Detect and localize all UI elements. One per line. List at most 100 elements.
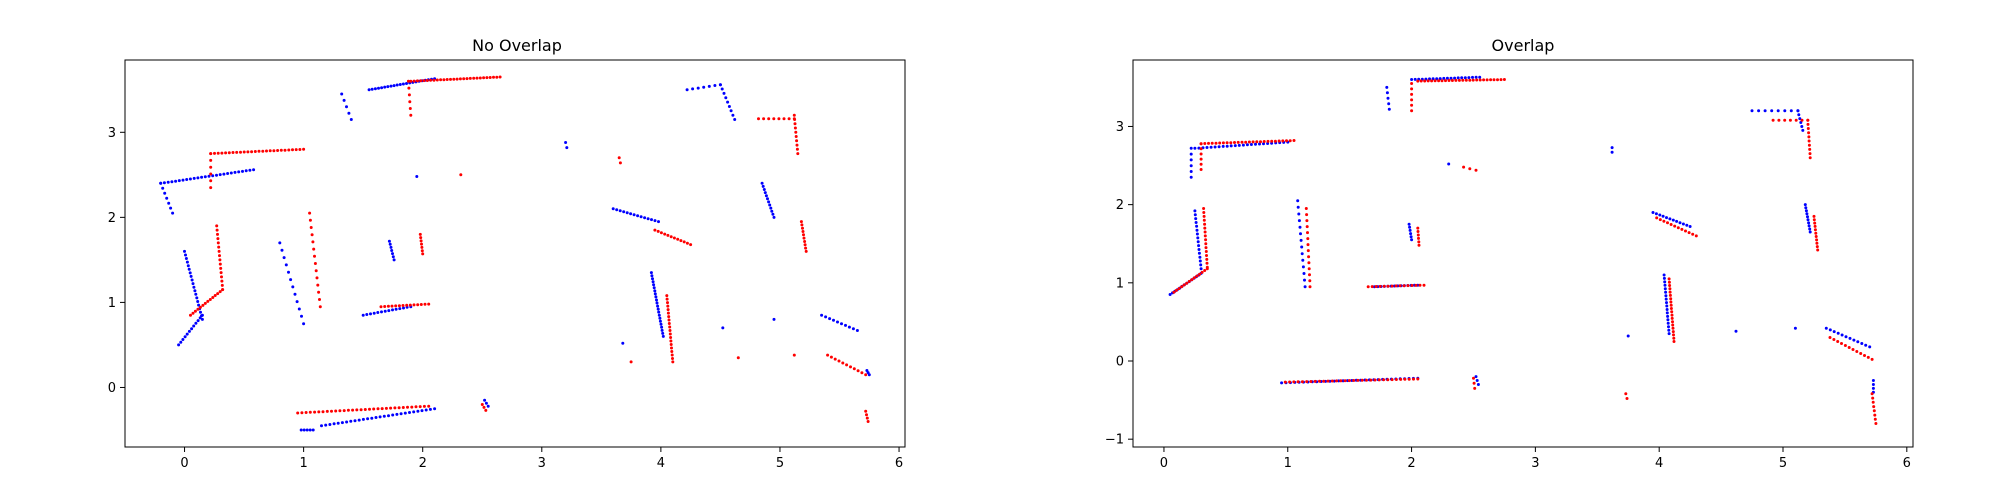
blue-point — [196, 176, 200, 180]
blue-point — [622, 210, 626, 214]
red-point — [617, 156, 621, 160]
blue-point — [241, 169, 244, 173]
red-point — [1418, 283, 1422, 287]
blue-point — [658, 316, 662, 320]
red-point — [201, 303, 205, 307]
red-point — [296, 411, 300, 415]
blue-point — [280, 248, 284, 252]
blue-point — [424, 408, 428, 412]
blue-point — [342, 98, 346, 102]
red-point — [425, 79, 429, 82]
blue-point — [383, 85, 387, 89]
red-point — [291, 148, 294, 152]
red-point — [488, 76, 492, 79]
x-tick-label: 6 — [1903, 456, 1911, 471]
blue-point — [659, 322, 663, 326]
y-tick-label: 1 — [108, 296, 116, 311]
blue-point — [1757, 109, 1761, 113]
red-point — [799, 220, 803, 224]
blue-point — [1793, 326, 1797, 330]
red-point — [1255, 140, 1259, 144]
red-point — [1370, 285, 1374, 289]
red-point — [1386, 284, 1390, 288]
red-point — [268, 149, 272, 153]
red-point — [1366, 285, 1370, 289]
blue-point — [166, 180, 170, 184]
blue-point — [832, 318, 835, 322]
blue-point — [1824, 326, 1828, 330]
blue-point — [655, 301, 659, 305]
red-point — [1870, 357, 1874, 361]
blue-point — [1474, 75, 1478, 79]
red-point — [1288, 380, 1292, 384]
blue-point — [226, 172, 230, 175]
red-point — [671, 360, 675, 364]
red-point — [1417, 236, 1420, 240]
red-point — [1203, 226, 1207, 230]
blue-point — [1666, 318, 1670, 322]
axis-ticks: 0 1 2 3 4 5 6 −1 0 1 2 3 — [1105, 120, 1911, 471]
blue-point — [399, 412, 403, 416]
blue-point — [1195, 224, 1199, 228]
blue-point — [1805, 212, 1809, 216]
red-point — [198, 305, 202, 309]
blue-point — [1868, 345, 1872, 349]
plot-frame — [124, 59, 906, 448]
red-point — [1444, 79, 1447, 83]
blue-point — [611, 207, 615, 211]
red-point — [1863, 354, 1866, 357]
red-point — [1273, 139, 1277, 143]
blue-point — [1666, 314, 1670, 318]
red-point — [407, 86, 411, 90]
red-point — [419, 79, 423, 83]
blue-point — [420, 409, 424, 413]
blue-point — [308, 428, 312, 432]
blue-point — [1456, 76, 1460, 80]
red-point — [1202, 207, 1206, 210]
blue-point — [1193, 209, 1197, 213]
blue-point — [618, 209, 622, 213]
blue-point — [1667, 328, 1671, 332]
blue-point — [767, 200, 771, 204]
red-point — [316, 283, 320, 287]
red-point — [762, 117, 766, 121]
red-point — [1872, 409, 1876, 413]
red-point — [1266, 139, 1270, 143]
blue-point — [184, 253, 187, 257]
red-point — [351, 408, 355, 412]
blue-point — [1209, 145, 1213, 149]
red-point — [485, 76, 489, 80]
red-point — [215, 224, 219, 228]
red-point — [363, 408, 367, 411]
red-point — [1356, 378, 1360, 382]
blue-point — [844, 323, 847, 327]
blue-point — [653, 289, 657, 293]
red-point — [1218, 141, 1222, 145]
blue-point — [840, 322, 843, 326]
red-point — [1807, 139, 1811, 143]
red-point — [217, 249, 221, 253]
red-point — [1815, 245, 1819, 249]
y-tick-label: −1 — [1105, 433, 1124, 448]
red-point — [409, 113, 413, 117]
blue-point — [233, 170, 237, 174]
red-point — [1667, 277, 1671, 281]
red-point — [1673, 224, 1677, 228]
red-point — [663, 232, 667, 236]
red-point — [1305, 225, 1309, 229]
red-point — [218, 290, 222, 294]
blue-point — [159, 181, 163, 185]
red-point — [668, 332, 672, 336]
red-point — [294, 148, 298, 152]
red-point — [1233, 141, 1236, 144]
blue-point — [192, 176, 196, 180]
red-point — [209, 186, 213, 190]
red-point — [1192, 276, 1196, 280]
red-point — [1283, 380, 1287, 384]
red-point — [1813, 221, 1817, 225]
red-point — [1843, 344, 1847, 347]
blue-point — [1193, 213, 1197, 217]
red-point — [1187, 279, 1191, 283]
blue-point — [484, 401, 488, 405]
red-point — [1365, 378, 1368, 382]
